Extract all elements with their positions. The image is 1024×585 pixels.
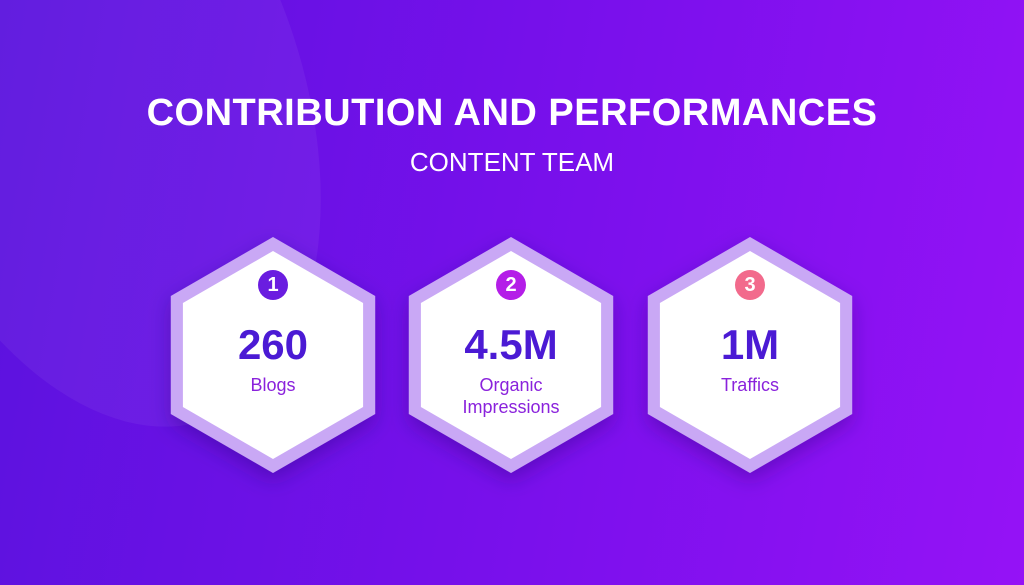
stat-card: 2 4.5M Organic Impressions xyxy=(436,270,586,418)
hexagon xyxy=(420,251,602,459)
stat-card: 3 1M Traffics xyxy=(675,270,825,396)
subtitle: CONTENT TEAM xyxy=(409,147,615,177)
stat-value: 260 xyxy=(237,321,309,368)
stat-label: Traffics xyxy=(720,375,779,395)
stat-value: 4.5M xyxy=(464,321,558,368)
hexagon xyxy=(182,251,364,459)
number-badge: 3 xyxy=(735,270,765,300)
stat-label: Blogs xyxy=(250,375,296,395)
number-badge: 2 xyxy=(496,270,526,300)
title: CONTRIBUTION AND PERFORMANCES xyxy=(146,92,878,134)
stat-value: 1M xyxy=(720,321,780,368)
stat-card: 1 260 Blogs xyxy=(198,270,348,396)
hexagon xyxy=(659,251,841,459)
stat-label: Organic Impressions xyxy=(462,375,560,417)
number-badge: 1 xyxy=(258,270,288,300)
